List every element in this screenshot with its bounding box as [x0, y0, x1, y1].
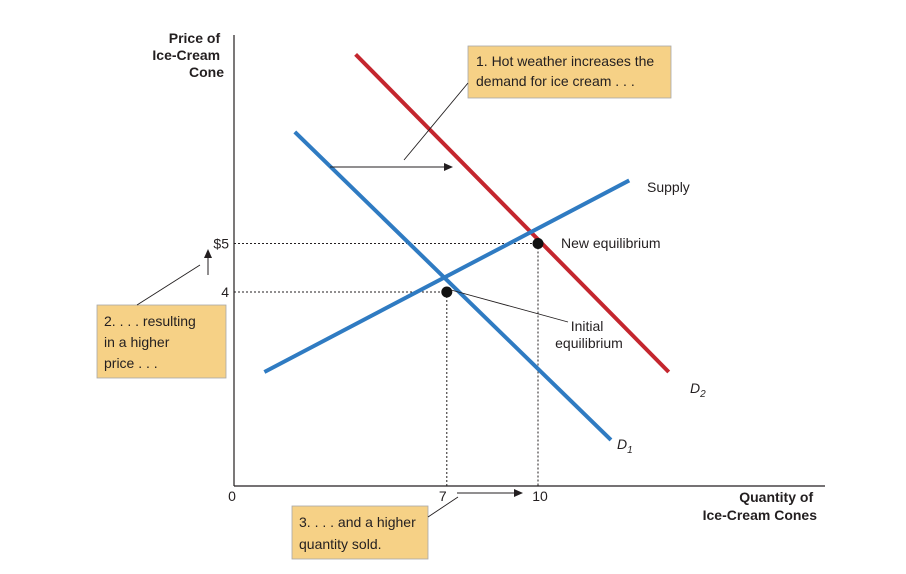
- new-equilibrium-point: [532, 238, 544, 249]
- callout-box-higher-price: [96, 304, 227, 379]
- x-tick-label-7: 7: [439, 488, 447, 504]
- x-axis-title-line-1: Quantity of: [739, 489, 813, 505]
- d1-label: D1: [617, 436, 633, 456]
- callout-higher-quantity-text: 3. . . . and a higher quantity sold.: [299, 514, 420, 552]
- demand-shift-leader-line: [403, 82, 469, 161]
- new-equilibrium-label: New equilibrium: [561, 235, 661, 251]
- initial-equilibrium-label-line-1: Initial: [571, 318, 604, 334]
- y-axis-title-line-2: Ice-Cream: [152, 47, 220, 63]
- price-leader-line: [136, 264, 201, 306]
- callout-demand-shift-line-1: 1. Hot weather increases the: [476, 53, 654, 69]
- d2-label-letter: D: [690, 380, 700, 396]
- callout-higher-quantity-line-2: quantity sold.: [299, 536, 382, 552]
- d1-label-letter: D: [617, 436, 627, 452]
- y-axis-title-line-1: Price of: [169, 30, 221, 46]
- callout-higher-price-line-1: 2. . . . resulting: [104, 313, 196, 329]
- callout-demand-shift-text: 1. Hot weather increases the demand for …: [476, 53, 658, 89]
- callout-higher-price-line-2: in a higher: [104, 334, 170, 350]
- supply-label: Supply: [647, 179, 690, 195]
- callout-box-demand-shift: [467, 45, 672, 99]
- callout-box-higher-quantity: [291, 505, 429, 560]
- initial-equilibrium-point: [441, 286, 453, 298]
- supply-curve: [263, 178, 631, 374]
- initial-equilibrium-label-line-2: equilibrium: [555, 335, 623, 351]
- y-tick-label-5: $5: [213, 236, 229, 252]
- x-axis-title-line-2: Ice-Cream Cones: [703, 507, 818, 523]
- y-tick-label-4: 4: [221, 284, 229, 300]
- y-axis-title: Price of Ice-Cream Cone: [152, 30, 224, 80]
- d1-label-subscript: 1: [627, 445, 633, 456]
- initial-equilibrium-label: Initial equilibrium: [555, 318, 623, 351]
- x-tick-label-0: 0: [228, 488, 236, 504]
- callout-higher-price-text: 2. . . . resulting in a higher price . .…: [104, 313, 200, 371]
- demand-curve-d1: [293, 130, 613, 442]
- x-tick-label-10: 10: [532, 488, 548, 504]
- d2-label: D2: [690, 380, 706, 400]
- demand-curve-d2: [354, 52, 671, 374]
- callout-higher-price-line-3: price . . .: [104, 355, 158, 371]
- d2-label-subscript: 2: [699, 389, 706, 400]
- y-axis-title-line-3: Cone: [189, 64, 224, 80]
- callout-higher-quantity-line-1: 3. . . . and a higher: [299, 514, 416, 530]
- quantity-leader-line: [427, 496, 459, 518]
- initial-equilibrium-leader-line: [450, 289, 569, 323]
- x-axis-title: Quantity of Ice-Cream Cones: [703, 489, 818, 523]
- callout-demand-shift-line-2: demand for ice cream . . .: [476, 73, 635, 89]
